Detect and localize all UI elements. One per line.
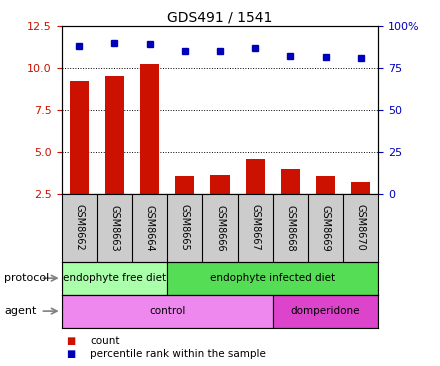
Text: endophyte infected diet: endophyte infected diet bbox=[210, 273, 335, 283]
Bar bbox=[140, 64, 159, 194]
Text: count: count bbox=[90, 336, 120, 347]
Bar bbox=[175, 176, 194, 194]
Text: GSM8664: GSM8664 bbox=[145, 205, 154, 251]
Text: protocol: protocol bbox=[4, 273, 50, 283]
Text: GSM8668: GSM8668 bbox=[286, 205, 295, 251]
Text: endophyte free diet: endophyte free diet bbox=[63, 273, 166, 283]
Text: agent: agent bbox=[4, 306, 37, 316]
Text: GSM8670: GSM8670 bbox=[356, 205, 366, 251]
Text: GSM8662: GSM8662 bbox=[74, 205, 84, 251]
Text: control: control bbox=[149, 306, 185, 316]
Bar bbox=[62, 262, 167, 295]
Bar bbox=[105, 76, 124, 194]
Bar bbox=[351, 182, 370, 194]
Bar bbox=[167, 262, 378, 295]
Text: GSM8665: GSM8665 bbox=[180, 205, 190, 251]
Bar bbox=[316, 176, 335, 194]
Bar bbox=[62, 295, 273, 328]
Title: GDS491 / 1541: GDS491 / 1541 bbox=[167, 11, 273, 25]
Text: percentile rank within the sample: percentile rank within the sample bbox=[90, 349, 266, 359]
Text: GSM8666: GSM8666 bbox=[215, 205, 225, 251]
Text: GSM8663: GSM8663 bbox=[110, 205, 119, 251]
Bar bbox=[246, 158, 265, 194]
Bar bbox=[70, 81, 89, 194]
Text: GSM8669: GSM8669 bbox=[321, 205, 330, 251]
Bar bbox=[281, 169, 300, 194]
Bar bbox=[210, 175, 230, 194]
Text: domperidone: domperidone bbox=[291, 306, 360, 316]
Text: ■: ■ bbox=[66, 349, 75, 359]
Text: ■: ■ bbox=[66, 336, 75, 347]
Bar bbox=[273, 295, 378, 328]
Text: GSM8667: GSM8667 bbox=[250, 205, 260, 251]
